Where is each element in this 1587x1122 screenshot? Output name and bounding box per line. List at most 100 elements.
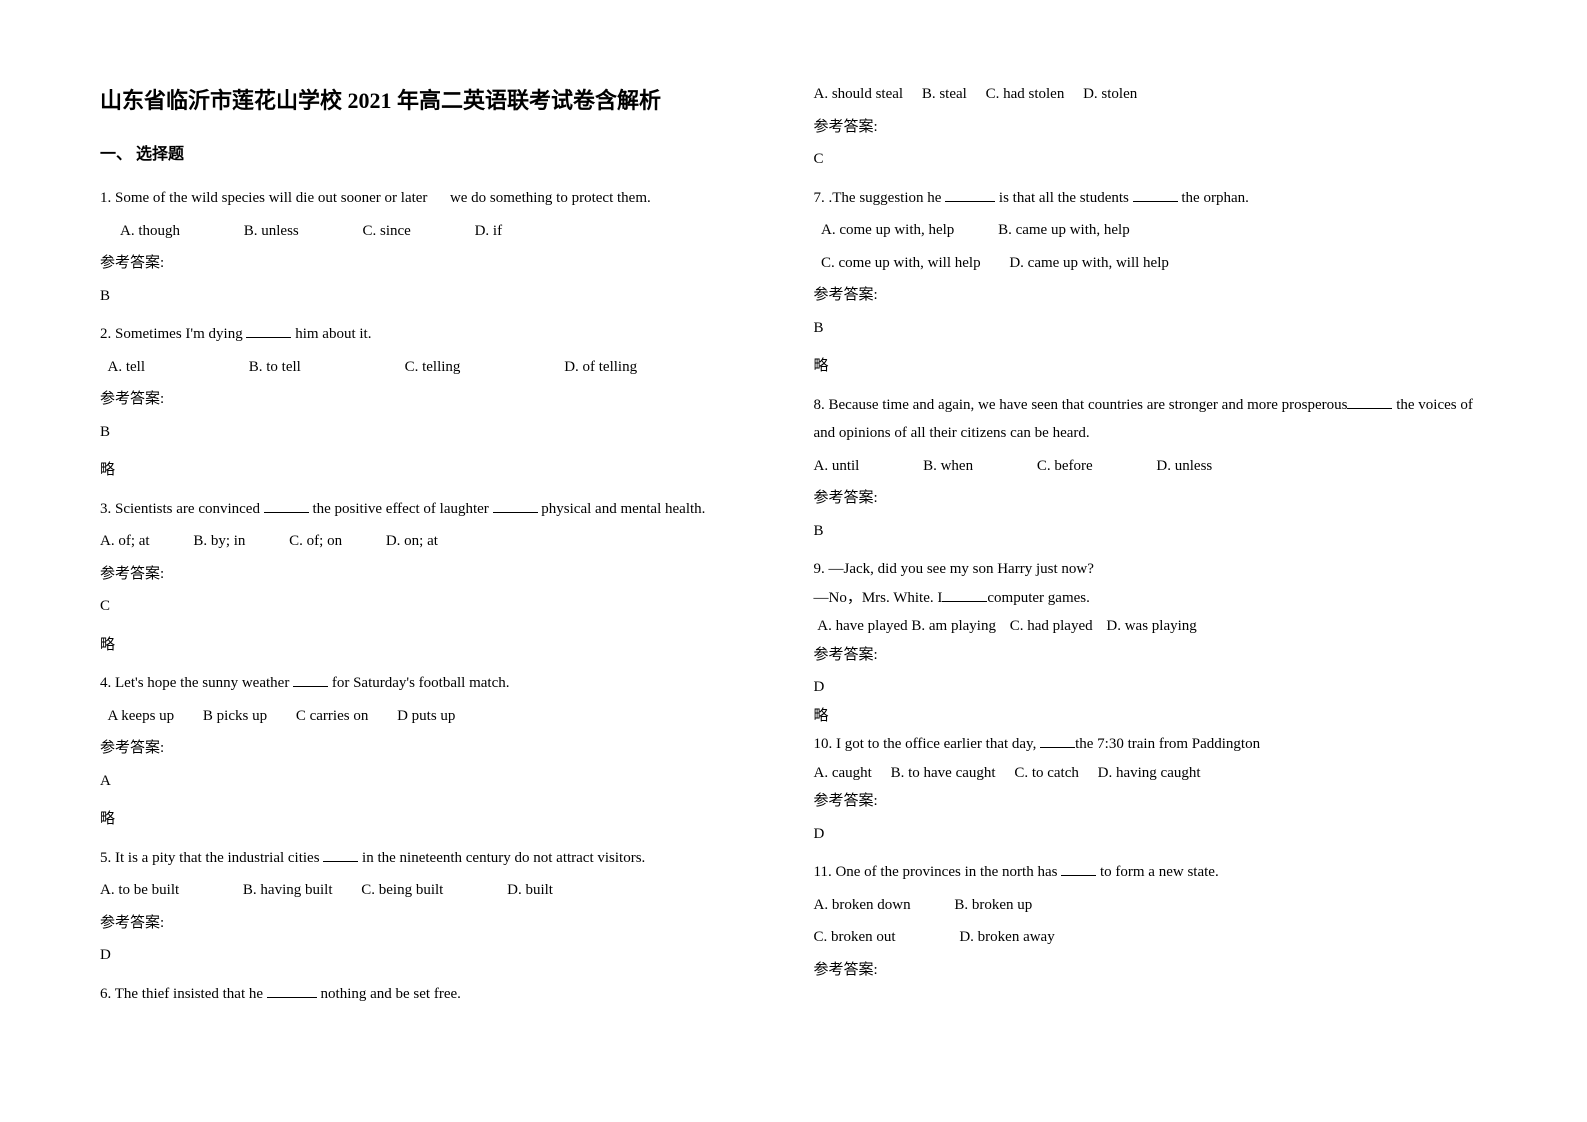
q7-opt-d: D. came up with, will help (1009, 255, 1169, 271)
blank (1347, 396, 1392, 409)
q7-options-row2: C. come up with, will help D. came up wi… (814, 249, 1488, 278)
q3-options: A. of; at B. by; in C. of; on D. on; at (100, 527, 774, 556)
q1-opt-c: C. since (363, 217, 411, 246)
q9-answer-label: 参考答案: (814, 641, 1488, 670)
q3-text-b: the positive effect of laughter (309, 501, 493, 517)
question-9-line1: 9. —Jack, did you see my son Harry just … (814, 555, 1488, 584)
q1-answer: B (100, 282, 774, 311)
q3-answer-label: 参考答案: (100, 560, 774, 589)
q10-answer-label: 参考答案: (814, 787, 1488, 816)
question-9-line2: —No，Mrs. White. I computer games. (814, 584, 1488, 613)
q2-options: A. tell B. to tell C. telling D. of tell… (100, 353, 774, 382)
q4-text-b: for Saturday's football match. (328, 675, 509, 691)
blank (1133, 189, 1178, 202)
left-column: 山东省临沂市莲花山学校 2021 年高二英语联考试卷含解析 一、 选择题 1. … (100, 80, 774, 1012)
q9-note: 略 (814, 702, 1488, 731)
q5-options: A. to be built B. having built C. being … (100, 876, 774, 905)
q2-opt-d: D. of telling (564, 359, 637, 375)
q6-opt-a: A. should steal (814, 86, 904, 102)
section-header: 一、 选择题 (100, 140, 774, 170)
q8-opt-a: A. until (814, 452, 860, 481)
q7-answer: B (814, 314, 1488, 343)
q2-opt-c: C. telling (405, 353, 461, 382)
blank (246, 325, 291, 338)
q3-opt-a: A. of; at (100, 527, 150, 556)
blank (323, 849, 358, 862)
q5-opt-c: C. being built (361, 876, 443, 905)
question-6: 6. The thief insisted that he nothing an… (100, 980, 774, 1009)
q8-opt-c: C. before (1037, 452, 1093, 481)
question-5: 5. It is a pity that the industrial citi… (100, 844, 774, 873)
q4-text-a: 4. Let's hope the sunny weather (100, 675, 293, 691)
q9-line2b: computer games. (987, 590, 1089, 606)
q4-opt-b: B picks up (203, 702, 267, 731)
q11-opt-b: B. broken up (954, 897, 1032, 913)
q10-text-a: 10. I got to the office earlier that day… (814, 736, 1041, 752)
q6-answer-label: 参考答案: (814, 113, 1488, 142)
q7-answer-label: 参考答案: (814, 281, 1488, 310)
blank (1061, 863, 1096, 876)
q6-text-a: 6. The thief insisted that he (100, 986, 267, 1002)
q7-opt-a: A. come up with, help (821, 216, 954, 245)
q4-note: 略 (100, 805, 774, 834)
q10-opt-c: C. to catch (1014, 765, 1079, 781)
question-10: 10. I got to the office earlier that day… (814, 730, 1488, 759)
q8-options: A. until B. when C. before D. unless (814, 452, 1488, 481)
q1-answer-label: 参考答案: (100, 249, 774, 278)
q9-opt-d: D. was playing (1106, 618, 1196, 634)
q11-opt-c: C. broken out (814, 923, 896, 952)
q10-answer: D (814, 820, 1488, 849)
q8-text-a: 8. Because time and again, we have seen … (814, 397, 1348, 413)
q1-opt-b: B. unless (244, 217, 299, 246)
blank (942, 589, 987, 602)
q5-text-a: 5. It is a pity that the industrial citi… (100, 850, 323, 866)
question-11: 11. One of the provinces in the north ha… (814, 858, 1488, 887)
q5-opt-a: A. to be built (100, 876, 179, 905)
q4-opt-d: D puts up (397, 708, 455, 724)
q6-answer: C (814, 145, 1488, 174)
q4-opt-c: C carries on (296, 702, 368, 731)
q5-opt-b: B. having built (243, 876, 333, 905)
q11-answer-label: 参考答案: (814, 956, 1488, 985)
q2-text-a: 2. Sometimes I'm dying (100, 326, 246, 342)
q3-opt-d: D. on; at (386, 533, 438, 549)
q7-text-b: is that all the students (995, 190, 1132, 206)
q8-answer-label: 参考答案: (814, 484, 1488, 513)
question-2: 2. Sometimes I'm dying him about it. (100, 320, 774, 349)
document-title: 山东省临沂市莲花山学校 2021 年高二英语联考试卷含解析 (100, 80, 774, 122)
q11-options-row1: A. broken down B. broken up (814, 891, 1488, 920)
q11-text-b: to form a new state. (1096, 864, 1218, 880)
question-8: 8. Because time and again, we have seen … (814, 391, 1488, 448)
q6-opt-c: C. had stolen (986, 86, 1065, 102)
q3-answer: C (100, 592, 774, 621)
q6-opt-d: D. stolen (1083, 86, 1137, 102)
q9-line2a: —No，Mrs. White. I (814, 590, 943, 606)
q6-text-b: nothing and be set free. (317, 986, 461, 1002)
q3-opt-c: C. of; on (289, 527, 342, 556)
q11-options-row2: C. broken out D. broken away (814, 923, 1488, 952)
q7-opt-b: B. came up with, help (998, 222, 1130, 238)
q5-opt-d: D. built (507, 882, 553, 898)
q10-text-b: the 7:30 train from Paddington (1075, 736, 1260, 752)
q7-text-c: the orphan. (1178, 190, 1249, 206)
q1-text-b: we do something to protect them. (450, 190, 651, 206)
q8-opt-d: D. unless (1156, 458, 1212, 474)
q4-opt-a: A keeps up (108, 702, 175, 731)
q2-answer: B (100, 418, 774, 447)
q4-options: A keeps up B picks up C carries on D put… (100, 702, 774, 731)
q2-note: 略 (100, 456, 774, 485)
q2-answer-label: 参考答案: (100, 385, 774, 414)
q5-text-b: in the nineteenth century do not attract… (358, 850, 645, 866)
q2-text-b: him about it. (291, 326, 371, 342)
q9-answer: D (814, 673, 1488, 702)
q11-opt-d: D. broken away (959, 929, 1054, 945)
blank (945, 189, 995, 202)
blank (267, 985, 317, 998)
q2-opt-a: A. tell (108, 353, 146, 382)
question-4: 4. Let's hope the sunny weather for Satu… (100, 669, 774, 698)
q11-text-a: 11. One of the provinces in the north ha… (814, 864, 1062, 880)
q6-opt-b: B. steal (922, 86, 967, 102)
q7-text-a: 7. .The suggestion he (814, 190, 946, 206)
q1-text-a: 1. Some of the wild species will die out… (100, 190, 427, 206)
q1-options: A. though B. unless C. since D. if (120, 217, 774, 246)
